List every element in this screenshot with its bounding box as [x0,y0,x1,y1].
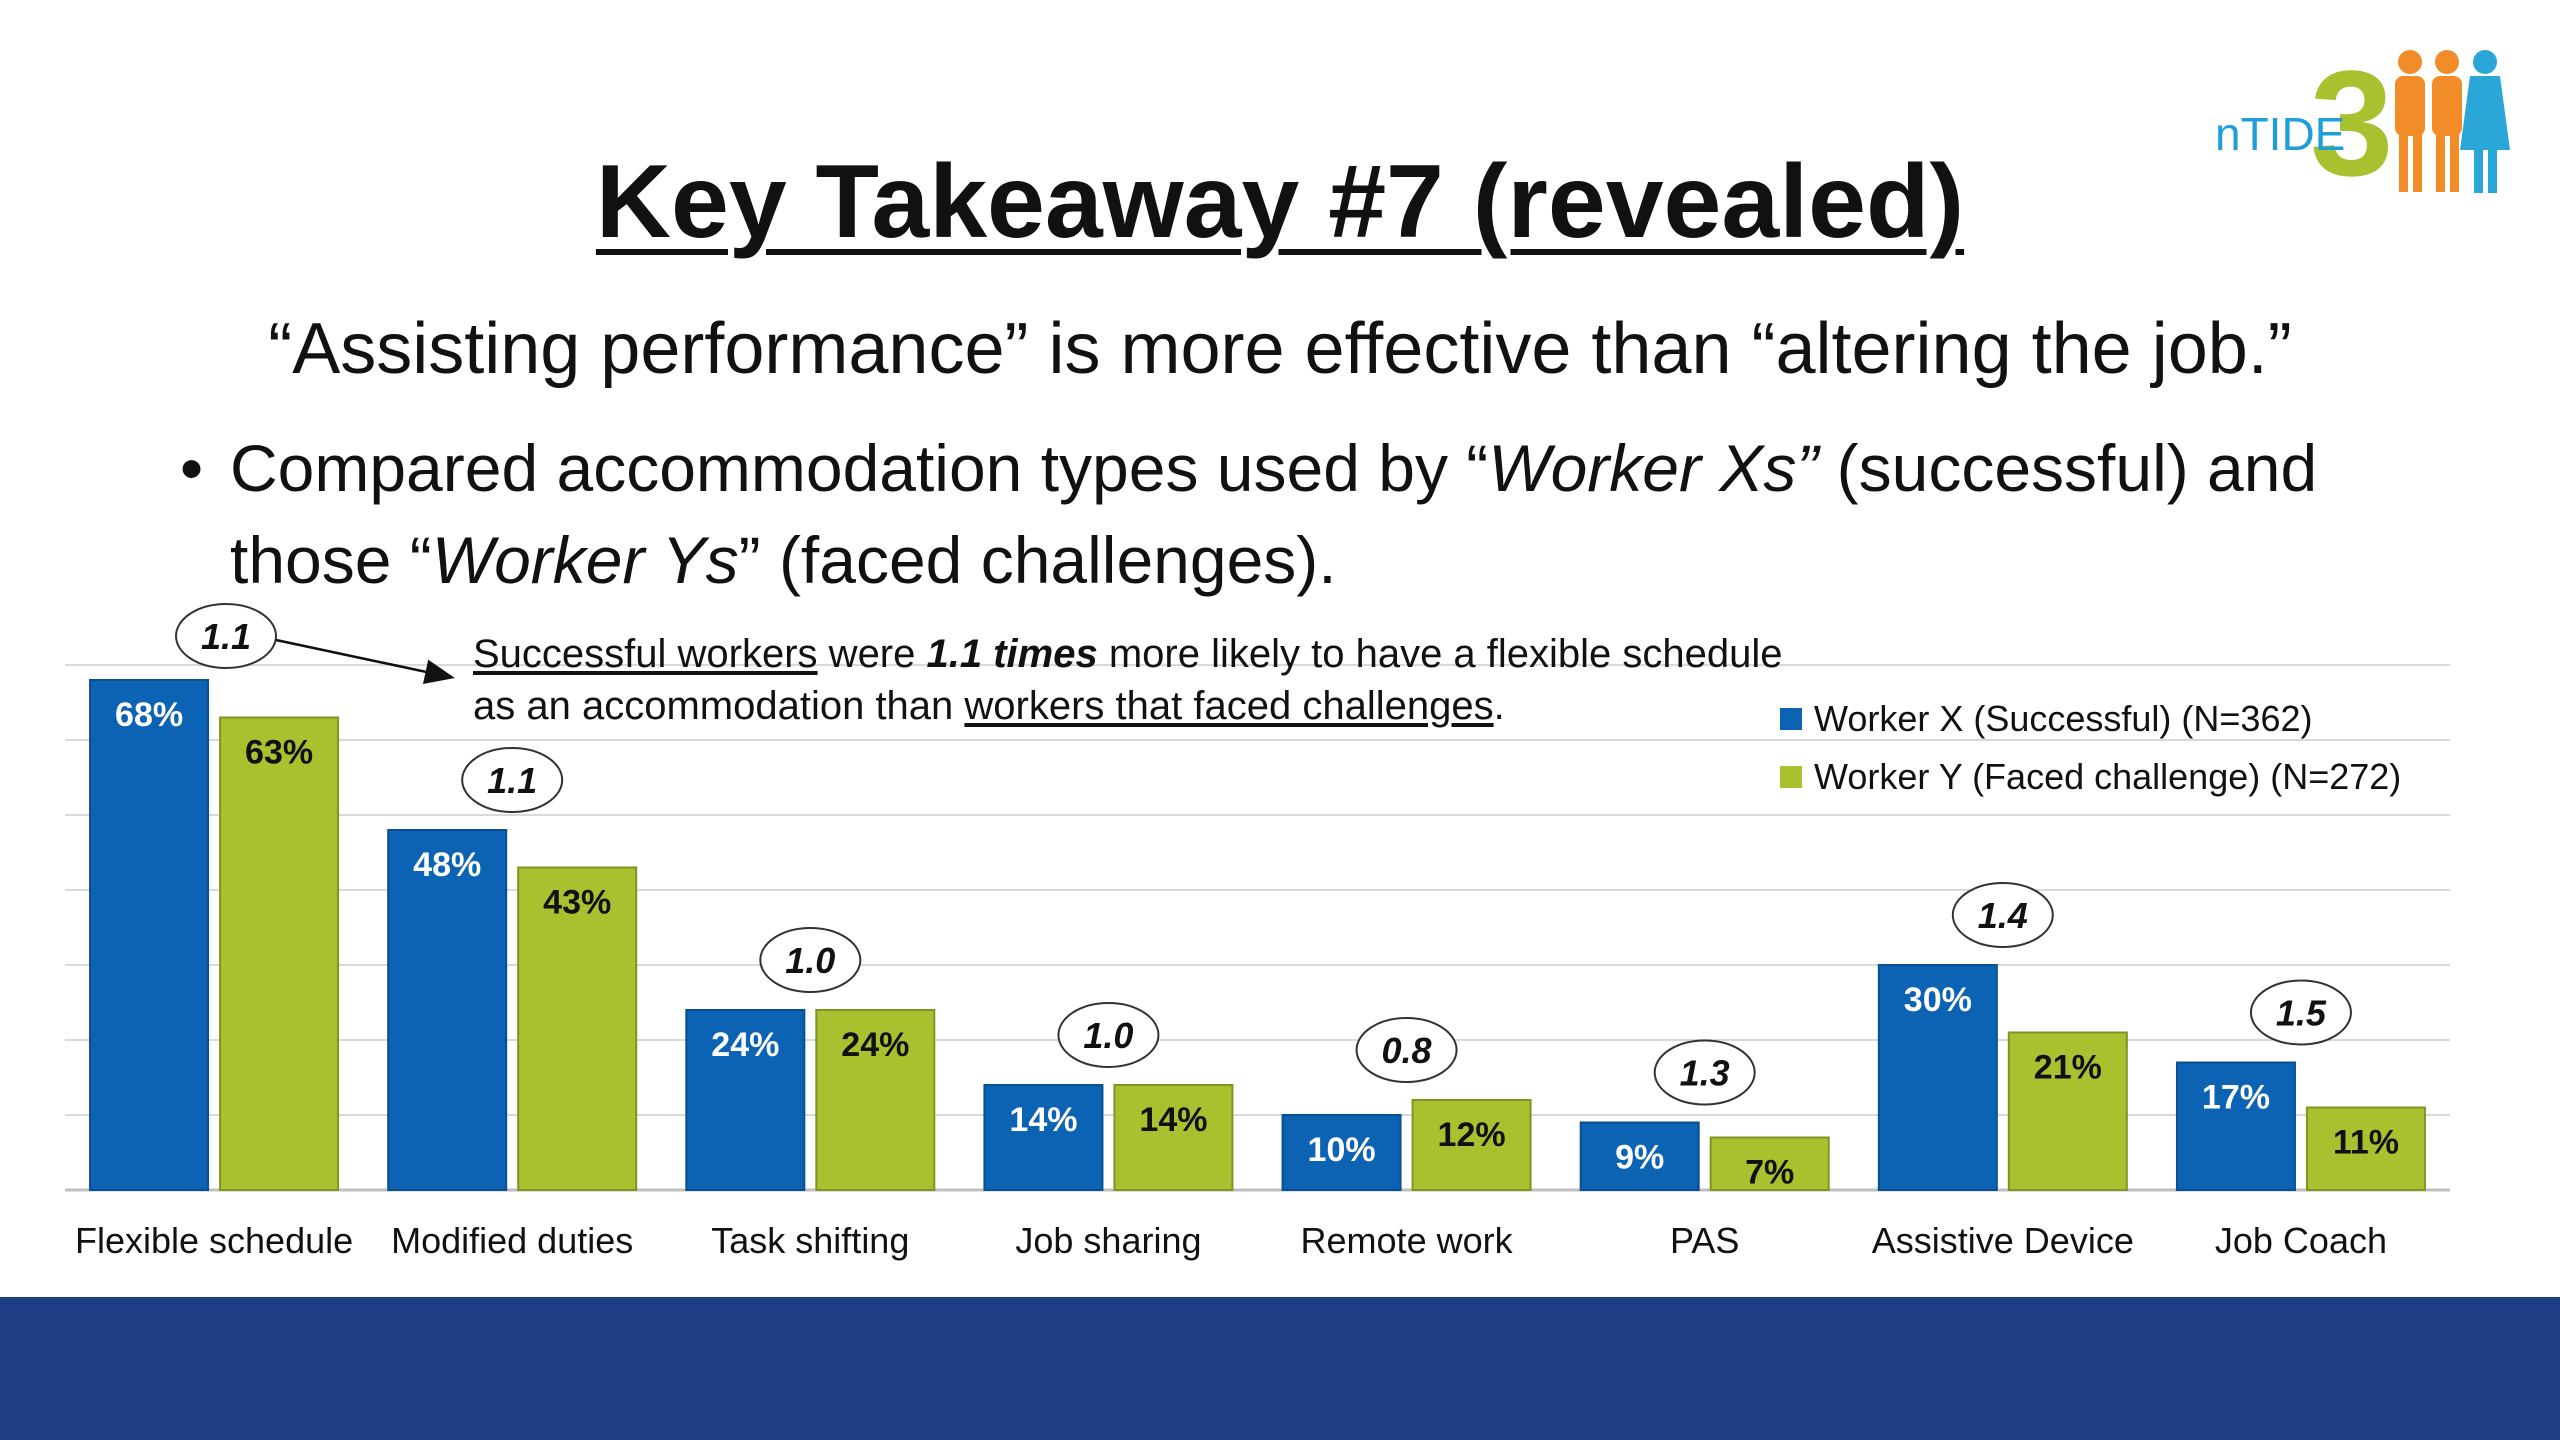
category-label: Flexible schedule [75,1220,353,1261]
ratio-label: 1.3 [1680,1053,1730,1094]
bar-value-label: 24% [841,1026,909,1064]
ratio-bubble [2249,979,2352,1046]
note-successful-workers: Successful workers [473,632,818,676]
bullet-point: • Compared accommodation types used by “… [180,422,2440,606]
legend-label-worker-x: Worker X (Successful) (N=362) [1814,698,2313,739]
bar-value-label: 30% [1904,981,1972,1019]
category-label: Assistive Device [1872,1220,2134,1261]
bar-worker-x [2175,1061,2296,1191]
ratio-label: 1.5 [2276,993,2327,1034]
footer-band [0,1297,2560,1440]
bar-value-label: 11% [2333,1124,2399,1162]
bar-worker-x [1281,1114,1402,1191]
ratio-label: 1.4 [1978,895,2028,936]
bar-worker-x [1877,964,1998,1191]
ratio-bubble [759,927,862,993]
note-part: as an accommodation than [473,684,965,728]
legend-item-worker-y: Worker Y (Faced challenge) (N=272) [1780,748,2401,806]
bar-worker-y [2305,1106,2426,1191]
bar-value-label: 24% [711,1026,779,1064]
category-label: Job Coach [2215,1220,2387,1261]
ratio-label: 1.1 [487,760,537,801]
bar-worker-y [815,1009,936,1191]
category-label: Modified duties [391,1220,633,1261]
chart-annotation: Successful workers were 1.1 times more l… [473,628,1783,732]
bullet-text: Compared accommodation types used by “Wo… [230,422,2440,606]
ratio-bubble [1057,1002,1160,1068]
bar-value-label: 43% [543,884,611,922]
ratio-bubble [461,747,564,813]
category-label: PAS [1670,1220,1739,1261]
bullet-dot: • [180,431,204,505]
ratio-label: 1.0 [1083,1015,1133,1056]
bar-value-label: 14% [1139,1101,1207,1139]
legend-swatch-worker-x [1780,708,1802,730]
slide-title: Key Takeaway #7 (revealed) [0,150,2560,254]
bar-worker-x [89,679,210,1191]
ratio-label: 1.0 [785,940,835,981]
note-times: 1.1 times [926,632,1098,676]
bar-value-label: 63% [245,734,313,772]
note-part: were [817,632,927,676]
category-label: Remote work [1301,1220,1514,1261]
bar-worker-y [1113,1084,1234,1191]
bullet-text-part: Compared accommodation types used by “ [230,431,1489,505]
bar-worker-x [685,1009,806,1191]
bar-worker-y [1411,1099,1532,1191]
slide-title-text: Key Takeaway #7 (revealed) [595,144,1965,260]
logo-digit: 3 [2310,40,2393,207]
bar-worker-y [219,716,340,1191]
ratio-bubble [1355,1017,1458,1083]
bar-value-label: 9% [1615,1139,1664,1177]
note-part: more likely to have a flexible schedule [1097,632,1783,676]
bar-value-label: 12% [1438,1116,1506,1154]
note-part: . [1493,684,1505,728]
bar-value-label: 7% [1745,1154,1794,1192]
bullet-text-part: ” (faced challenges). [738,523,1337,597]
bar-value-label: 10% [1308,1131,1376,1169]
bar-value-label: 48% [413,846,481,884]
bar-value-label: 14% [1009,1101,1077,1139]
bullet-text-part: (successful) and those “ [230,431,2318,597]
ratio-label: 1.1 [201,616,251,657]
logo-text: nTIDE [2215,108,2345,160]
slide-subtitle: “Assisting performance” is more effectiv… [268,309,2292,389]
bar-chart: 68% 63% Flexible schedule 1.1 48% 43% Modified… [65,603,2450,1261]
legend-swatch-worker-y [1780,766,1802,788]
bullet-text-worker-y: Worker Ys [431,523,739,597]
category-label: Task shifting [711,1220,909,1261]
bar-worker-x [1579,1121,1700,1191]
bar-value-label: 17% [2202,1079,2270,1117]
category-label: Job sharing [1015,1220,1201,1261]
bar-value-label: 21% [2034,1049,2102,1087]
bullet-text-worker-x: Worker Xs” [1488,431,1819,505]
legend-label-worker-y: Worker Y (Faced challenge) (N=272) [1814,756,2402,797]
bar-worker-x [387,829,508,1191]
bar-worker-y [2007,1031,2128,1191]
note-workers-challenges: workers that faced challenges [964,684,1494,728]
bar-value-label: 68% [115,696,183,734]
ratio-bubble [1653,1039,1756,1106]
annotation-arrow [275,638,455,685]
bar-worker-x [983,1084,1104,1191]
logo-figures [2395,50,2510,193]
bar-worker-y [1709,1136,1830,1191]
ratio-bubble [175,603,277,669]
chart-legend: Worker X (Successful) (N=362) Worker Y (… [1780,690,2401,806]
ntide-logo: 3 nTIDE [2215,40,2510,207]
ratio-bubble [1951,882,2054,948]
ratio-label: 0.8 [1382,1030,1432,1071]
bar-worker-y [517,866,638,1191]
legend-item-worker-x: Worker X (Successful) (N=362) [1780,690,2401,748]
